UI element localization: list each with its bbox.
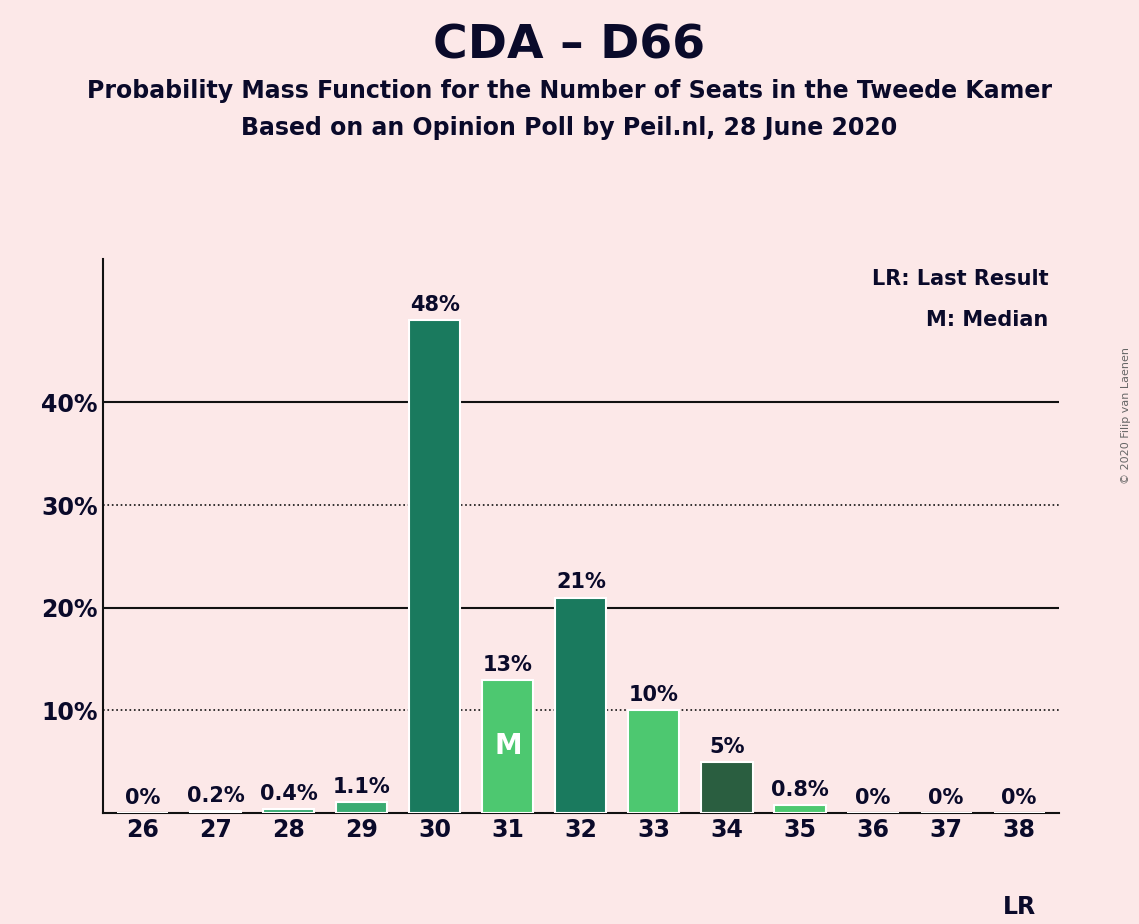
Text: 0.8%: 0.8% [771,780,829,800]
Text: 48%: 48% [410,295,460,315]
Bar [556,598,606,813]
Bar [336,802,387,813]
Bar [775,805,826,813]
Text: 5%: 5% [710,736,745,757]
Bar [482,680,533,813]
Bar [190,811,241,813]
Text: 0%: 0% [855,788,891,808]
Text: M: M [494,733,522,760]
Text: Probability Mass Function for the Number of Seats in the Tweede Kamer: Probability Mass Function for the Number… [87,79,1052,103]
Text: CDA – D66: CDA – D66 [434,23,705,68]
Text: 21%: 21% [556,572,606,592]
Text: LR: Last Result: LR: Last Result [871,269,1048,289]
Bar [629,711,680,813]
Bar [263,809,314,813]
Text: M: Median: M: Median [926,310,1048,330]
Text: LR: LR [1002,895,1035,919]
Bar [702,761,753,813]
Text: 0%: 0% [125,788,161,808]
Text: 0%: 0% [1001,788,1036,808]
Text: 0.2%: 0.2% [187,786,245,806]
Text: 0%: 0% [928,788,964,808]
Text: 1.1%: 1.1% [333,777,391,796]
Text: 0.4%: 0.4% [260,784,318,804]
Text: 13%: 13% [483,654,533,675]
Text: © 2020 Filip van Laenen: © 2020 Filip van Laenen [1121,347,1131,484]
Text: 10%: 10% [629,686,679,705]
Text: Based on an Opinion Poll by Peil.nl, 28 June 2020: Based on an Opinion Poll by Peil.nl, 28 … [241,116,898,140]
Bar [409,321,460,813]
